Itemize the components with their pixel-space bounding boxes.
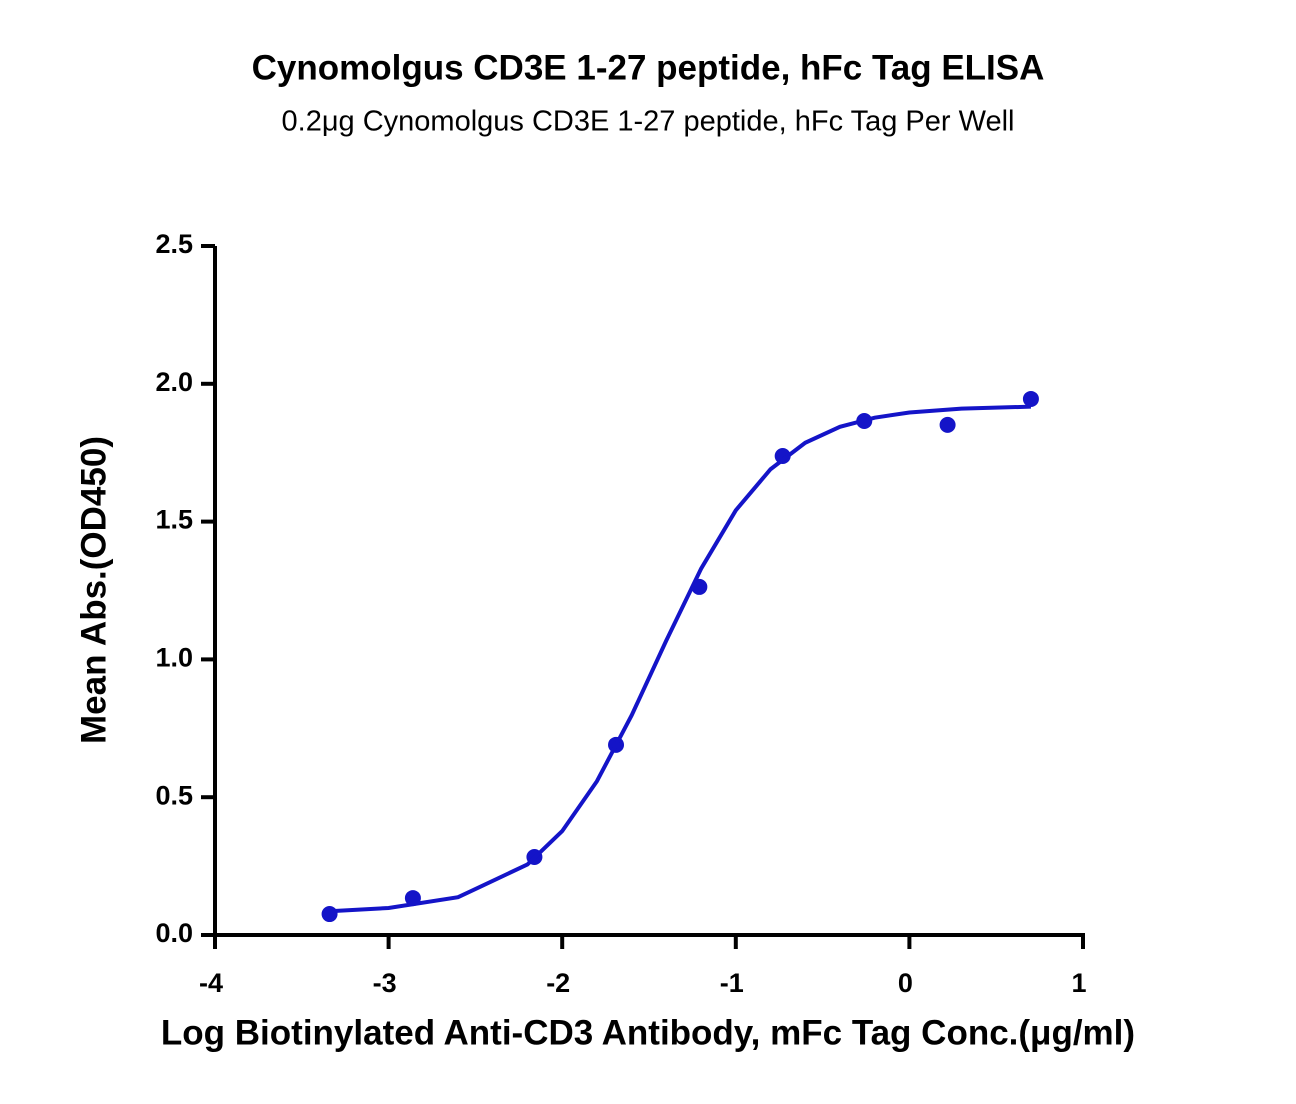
y-tick-label: 2.5 [155,229,193,259]
data-point [321,906,338,923]
chart-subtitle: 0.2μg Cynomolgus CD3E 1-27 peptide, hFc … [282,106,1015,138]
x-tick-label: -1 [720,968,744,998]
x-tick-label: -4 [199,968,223,998]
data-point [774,448,791,465]
fit-curve [329,404,1031,914]
x-axis-title: Log Biotinylated Anti-CD3 Antibody, mFc … [161,1013,1135,1052]
x-tick-label: -2 [546,968,570,998]
data-point [939,416,956,433]
y-tick-label: 2.0 [155,367,193,397]
y-tick-label: 1.0 [155,643,193,673]
x-tick-label: -3 [373,968,397,998]
y-axis-title: Mean Abs.(OD450) [74,436,113,744]
x-tick-label: 0 [898,968,913,998]
y-tick-label: 0.0 [155,918,193,948]
chart-title: Cynomolgus CD3E 1-27 peptide, hFc Tag EL… [252,48,1045,87]
y-tick-label: 1.5 [155,505,193,535]
data-point [1022,390,1039,407]
x-tick-label: 1 [1071,968,1086,998]
y-tick-label: 0.5 [155,780,193,810]
